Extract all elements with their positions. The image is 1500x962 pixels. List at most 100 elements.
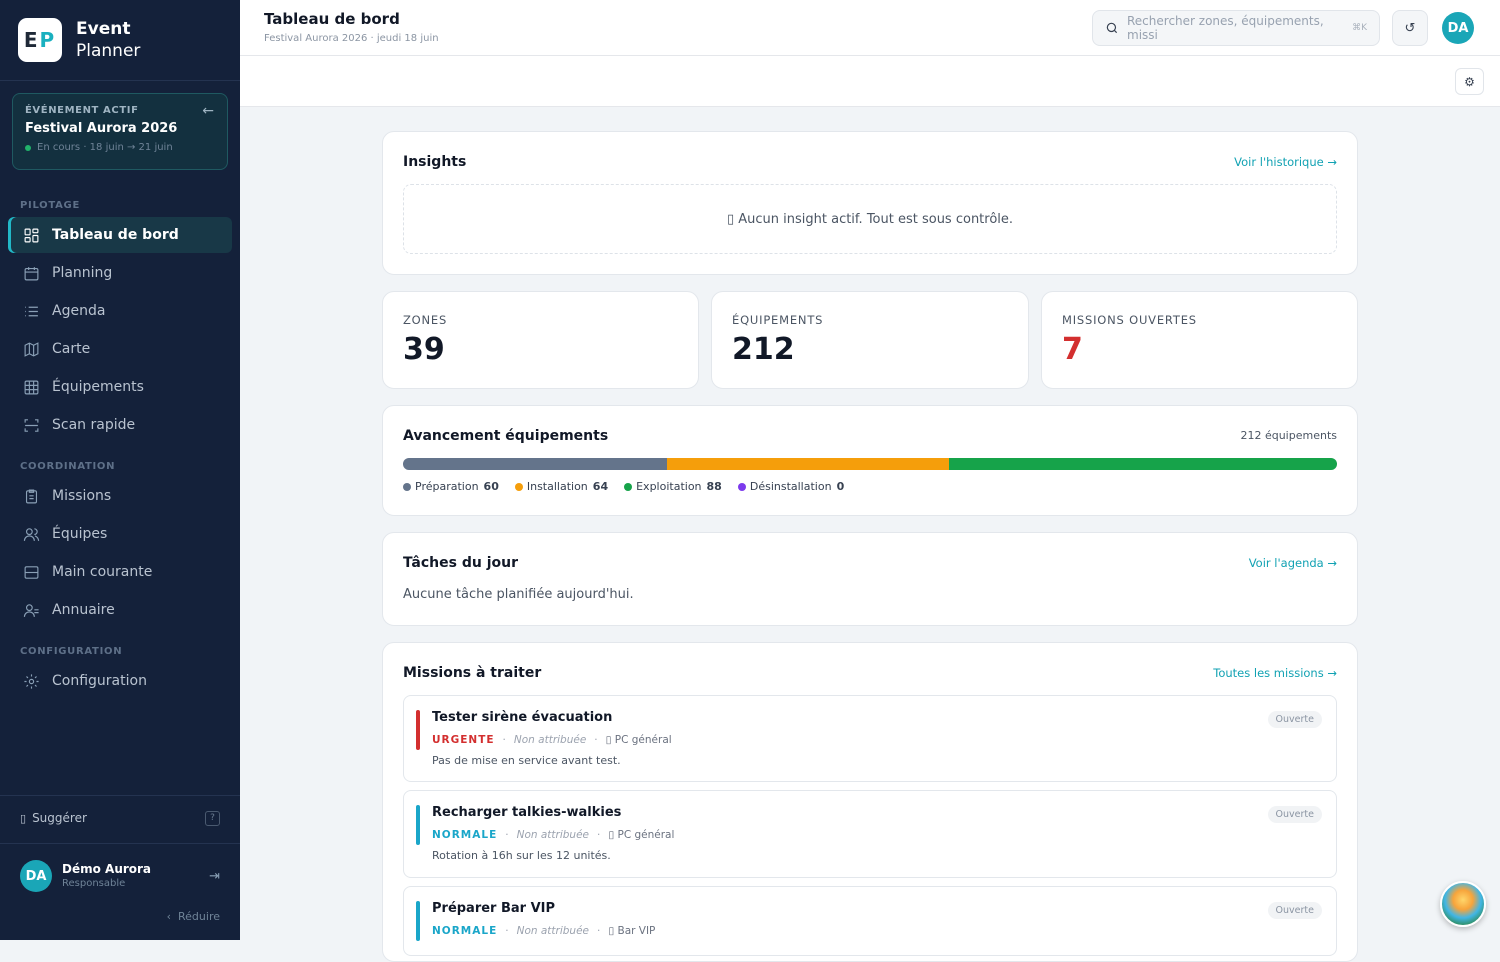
event-kicker: ÉVÉNEMENT ACTIF <box>25 105 139 116</box>
lightbulb-icon: ▯ <box>20 811 27 825</box>
app-name: Event Planner <box>76 19 141 61</box>
suggest-button[interactable]: ▯ Suggérer ? <box>0 795 240 840</box>
mission-description: Rotation à 16h sur les 12 unités. <box>432 849 611 862</box>
user-panel: DA Démo Aurora Responsable ⇥ ‹ Réduire <box>0 843 240 940</box>
collapse-sidebar-button[interactable]: ‹ Réduire <box>167 910 220 923</box>
sidebar-item-label: Missions <box>52 488 112 504</box>
mission-meta: URGENTE · Non attribuée · ▯ PC général <box>432 734 672 746</box>
tasks-card: Tâches du jour Voir l'agenda → Aucune tâ… <box>382 532 1358 626</box>
map-icon <box>22 340 40 358</box>
kpi-value: 39 <box>403 332 445 367</box>
insights-empty-text: Aucun insight actif. Tout est sous contr… <box>738 211 1014 227</box>
equipment-total: 212 équipements <box>1240 429 1337 442</box>
sidebar-item-scan[interactable]: Scan rapide <box>8 407 232 443</box>
legend-value: 0 <box>836 480 845 493</box>
legend-value: 88 <box>706 480 722 493</box>
legend-label: Préparation <box>415 480 479 493</box>
sidebar-item-equipements[interactable]: Équipements <box>8 369 232 405</box>
sidebar-item-carte[interactable]: Carte <box>8 331 232 367</box>
event-name: Festival Aurora 2026 <box>25 121 178 136</box>
chevron-left-icon: ‹ <box>166 910 172 923</box>
sidebar-item-label: Carte <box>52 341 91 357</box>
avatar[interactable]: DA <box>1442 12 1474 44</box>
gear-icon: ⚙ <box>1464 74 1475 89</box>
card-title: Insights <box>403 154 467 170</box>
sidebar-item-label: Tableau de bord <box>52 227 179 243</box>
kpi-equipements[interactable]: ÉQUIPEMENTS 212 <box>711 291 1029 389</box>
sidebar-item-dashboard[interactable]: Tableau de bord <box>8 217 232 253</box>
help-icon[interactable]: ? <box>205 810 220 826</box>
mission-meta: NORMALE · Non attribuée · ▯ Bar VIP <box>432 925 656 937</box>
mission-description: Pas de mise en service avant test. <box>432 754 621 767</box>
mission-title: Tester sirène évacuation <box>432 710 613 725</box>
avatar[interactable]: DA <box>20 860 52 892</box>
search-icon <box>1106 22 1118 34</box>
user-name: Démo Aurora <box>62 862 152 876</box>
legend-item: Installation 64 <box>514 480 609 493</box>
sidebar-item-configuration[interactable]: Configuration <box>8 663 232 699</box>
settings-button[interactable]: ⚙ <box>1455 68 1484 95</box>
sidebar-item-planning[interactable]: Planning <box>8 255 232 291</box>
sidebar-item-label: Équipements <box>52 379 144 395</box>
location-pin-icon: ▯ <box>608 925 615 937</box>
refresh-button[interactable]: ↺ <box>1392 10 1428 46</box>
assistant-button[interactable] <box>1440 881 1486 927</box>
reduce-label: Réduire <box>178 910 220 923</box>
page-subtitle: Festival Aurora 2026 · jeudi 18 juin <box>264 33 439 44</box>
active-event-card[interactable]: ÉVÉNEMENT ACTIF Festival Aurora 2026 En … <box>12 93 228 170</box>
section-configuration: CONFIGURATION <box>20 646 123 657</box>
priority-indicator <box>416 901 420 941</box>
sidebar-item-missions[interactable]: Missions <box>8 478 232 514</box>
status-dot-icon <box>25 144 31 151</box>
insights-history-link[interactable]: Voir l'historique → <box>1234 155 1337 169</box>
check-icon: ▯ <box>726 211 735 227</box>
all-missions-link[interactable]: Toutes les missions → <box>1213 666 1337 680</box>
sidebar-item-label: Configuration <box>52 673 147 689</box>
logout-icon[interactable]: ⇥ <box>209 869 220 884</box>
scan-icon <box>22 416 40 434</box>
sidebar-item-annuaire[interactable]: Annuaire <box>8 592 232 628</box>
user-role: Responsable <box>62 878 126 889</box>
legend-label: Exploitation <box>636 480 702 493</box>
sidebar-item-agenda[interactable]: Agenda <box>8 293 232 329</box>
mission-meta: NORMALE · Non attribuée · ▯ PC général <box>432 829 675 841</box>
arrow-left-icon[interactable]: ← <box>202 103 214 119</box>
mission-item[interactable]: Recharger talkies-walkies NORMALE · Non … <box>403 790 1337 878</box>
kpi-value: 212 <box>732 332 795 367</box>
legend-item: Préparation 60 <box>403 480 499 493</box>
kpi-zones[interactable]: ZONES 39 <box>382 291 699 389</box>
mission-priority: URGENTE <box>432 734 495 746</box>
clipboard-icon <box>22 487 40 505</box>
legend-item: Désinstallation 0 <box>737 480 845 493</box>
mission-item[interactable]: Tester sirène évacuation URGENTE · Non a… <box>403 695 1337 782</box>
toolbar: ⚙ <box>240 56 1500 107</box>
priority-indicator <box>416 805 420 845</box>
kpi-label: ÉQUIPEMENTS <box>732 313 824 327</box>
mission-location: PC général <box>614 734 672 746</box>
legend-dot-icon <box>514 482 523 491</box>
search-input[interactable]: Rechercher zones, équipements, missi ⌘K <box>1092 10 1380 46</box>
sidebar-item-main-courante[interactable]: Main courante <box>8 554 232 590</box>
progress-bar <box>403 458 1337 470</box>
mission-item[interactable]: Préparer Bar VIP NORMALE · Non attribuée… <box>403 886 1337 956</box>
mission-priority: NORMALE <box>432 925 498 937</box>
progress-segment <box>667 458 950 470</box>
kpi-value: 7 <box>1062 332 1083 367</box>
legend-value: 60 <box>483 480 499 493</box>
agenda-link[interactable]: Voir l'agenda → <box>1248 556 1337 570</box>
insights-empty-state: ▯ Aucun insight actif. Tout est sous con… <box>403 184 1337 254</box>
equipment-progress-card: Avancement équipements 212 équipements P… <box>382 405 1358 516</box>
status-badge: Ouverte <box>1267 711 1322 728</box>
sidebar-item-label: Planning <box>52 265 113 281</box>
priority-indicator <box>416 710 420 750</box>
legend-value: 64 <box>592 480 609 493</box>
kpi-missions[interactable]: MISSIONS OUVERTES 7 <box>1041 291 1358 389</box>
mission-assignee: Non attribuée <box>516 829 590 841</box>
kpi-label: ZONES <box>403 313 448 327</box>
mission-assignee: Non attribuée <box>513 734 587 746</box>
sidebar-item-equipes[interactable]: Équipes <box>8 516 232 552</box>
users-icon <box>22 525 40 543</box>
legend-dot-icon <box>737 482 746 491</box>
